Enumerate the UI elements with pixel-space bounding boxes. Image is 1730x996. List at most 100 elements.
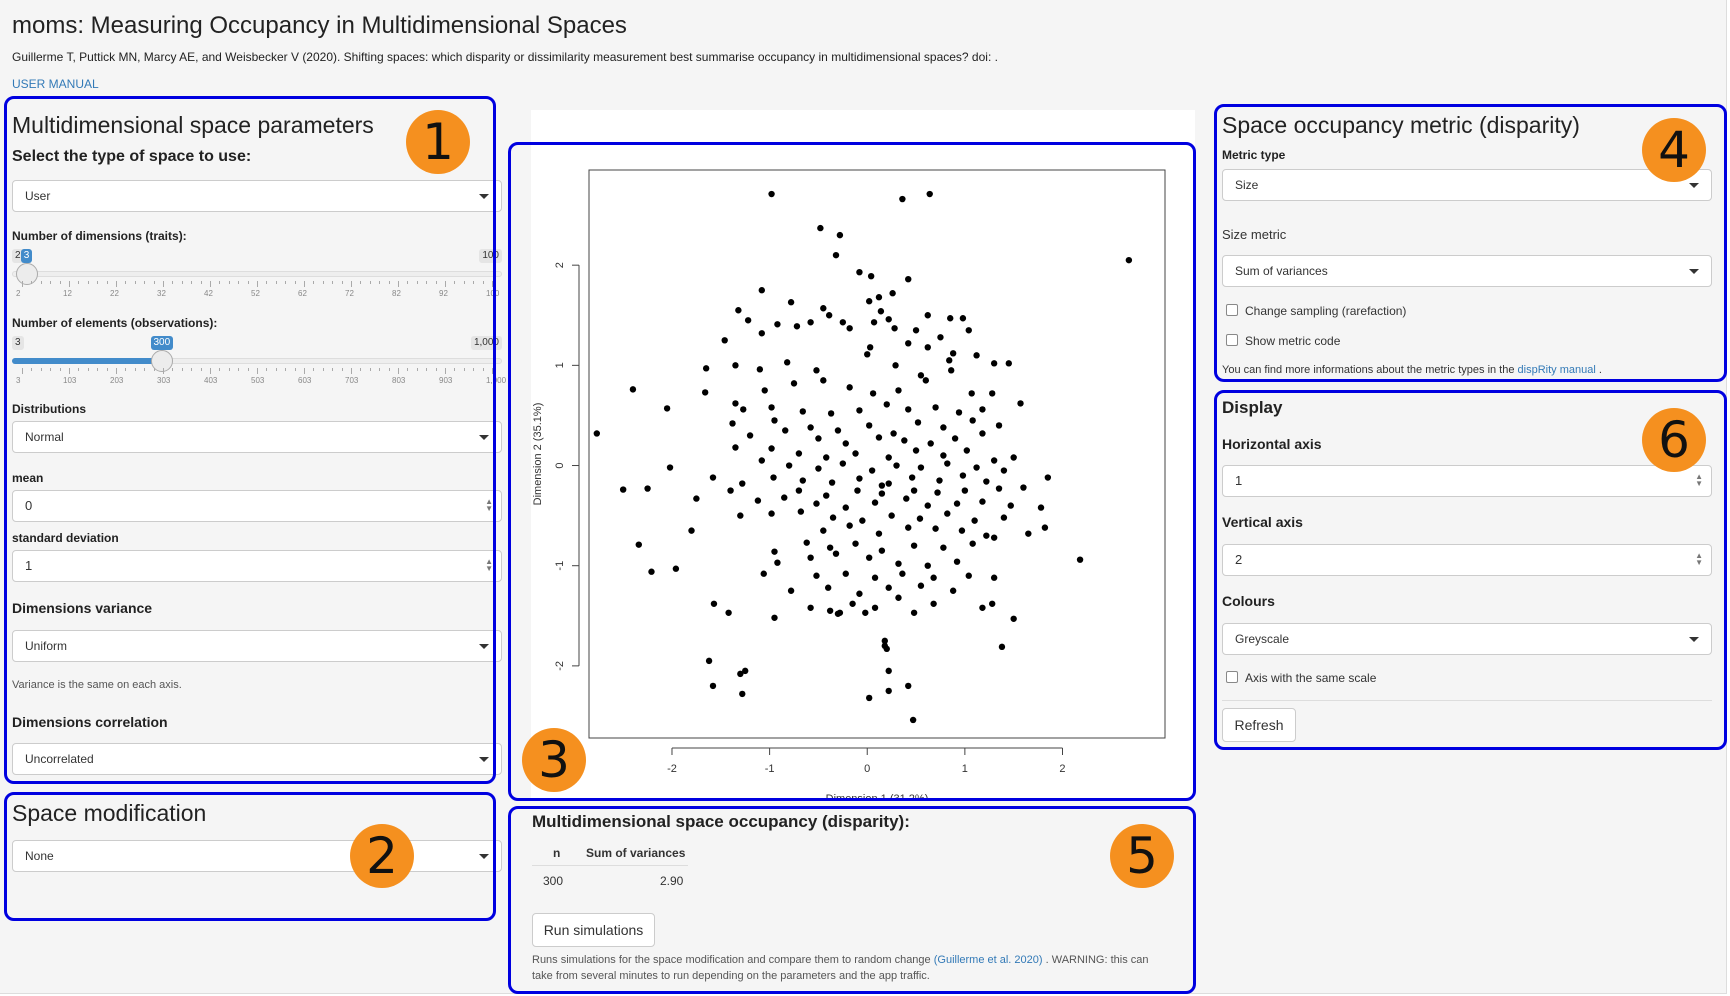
mean-input[interactable]: 0 ▲ ▼	[12, 490, 502, 522]
elems-minor-tick	[341, 368, 343, 371]
space-mod-select[interactable]: None	[12, 840, 502, 872]
data-point	[732, 400, 739, 407]
variance-select[interactable]: Uniform	[12, 630, 502, 662]
data-point	[912, 327, 920, 334]
data-point	[826, 544, 834, 551]
metric-code-checkbox[interactable]: Show metric code	[1226, 334, 1340, 348]
data-point	[1076, 556, 1084, 563]
data-point	[865, 422, 873, 429]
data-point	[951, 435, 959, 442]
badge-2: 2	[350, 824, 414, 888]
data-point	[754, 497, 762, 504]
run-simulations-button[interactable]: Run simulations	[532, 913, 655, 947]
badge-1: 1	[406, 110, 470, 174]
dims-minor-tick	[125, 281, 127, 284]
dims-handle[interactable]	[15, 263, 38, 285]
h-axis-input[interactable]: 1 ▲ ▼	[1222, 465, 1712, 497]
data-point	[820, 527, 827, 534]
data-point	[953, 500, 961, 507]
space-type-select[interactable]: User	[12, 180, 502, 212]
chevron-down-icon	[479, 644, 489, 649]
y-axis-title: Dimension 2 (35.1%)	[532, 403, 544, 506]
data-point	[971, 517, 978, 524]
guillerme-link[interactable]: (Guillerme et al. 2020)	[933, 954, 1043, 966]
sd-input[interactable]: 1 ▲ ▼	[12, 550, 502, 582]
dims-minor-tick	[416, 281, 418, 284]
dims-minor-tick	[379, 281, 381, 284]
data-point	[924, 502, 931, 509]
data-point	[834, 427, 842, 434]
elems-minor-tick	[172, 368, 174, 371]
elems-handle[interactable]	[151, 350, 173, 372]
data-point	[824, 584, 832, 591]
user-manual-link[interactable]: USER MANUAL	[12, 77, 99, 91]
elems-tick-label: 303	[157, 376, 171, 385]
data-point	[846, 384, 853, 391]
stepper-icon[interactable]: ▲ ▼	[485, 497, 493, 513]
data-point	[937, 334, 944, 341]
dims-tick-label: 62	[298, 289, 307, 298]
elems-tick-mark	[69, 368, 70, 374]
same-scale-checkbox[interactable]: Axis with the same scale	[1226, 671, 1376, 685]
dims-minor-tick	[40, 281, 42, 284]
data-point	[969, 417, 976, 424]
checkbox-box[interactable]	[1226, 334, 1238, 346]
data-point	[739, 480, 746, 487]
size-metric-select[interactable]: Sum of variances	[1222, 255, 1712, 287]
dims-tick-label: 12	[63, 289, 72, 298]
data-point	[875, 530, 883, 537]
data-point	[1044, 474, 1052, 481]
data-point	[782, 427, 789, 434]
data-point	[865, 554, 873, 561]
data-point	[829, 514, 837, 521]
data-point	[771, 417, 778, 424]
stepper-icon[interactable]: ▲ ▼	[485, 557, 493, 573]
data-point	[815, 435, 822, 442]
data-point	[965, 327, 972, 334]
metric-help: You can find more informations about the…	[1222, 364, 1602, 376]
space-mod-title: Space modification	[12, 800, 207, 826]
data-point	[889, 290, 896, 297]
data-point	[1000, 514, 1008, 521]
data-point	[803, 539, 810, 546]
dims-slider[interactable]: 2 100 3 2 12 22 32 42 52 62 72 82 92 100	[12, 249, 502, 299]
metric-help-pre: You can find more informations about the…	[1222, 364, 1515, 376]
y-tick-label: 1	[554, 362, 566, 368]
data-point	[871, 499, 879, 506]
checkbox-box[interactable]	[1226, 671, 1238, 683]
elems-minor-tick	[275, 368, 277, 371]
data-point	[832, 251, 840, 259]
elems-minor-tick	[238, 368, 240, 371]
refresh-button[interactable]: Refresh	[1222, 708, 1296, 742]
stepper-icon[interactable]: ▲ ▼	[1695, 551, 1703, 567]
rarefaction-checkbox[interactable]: Change sampling (rarefaction)	[1226, 304, 1406, 318]
elems-minor-tick	[379, 368, 381, 371]
checkbox-box[interactable]	[1226, 304, 1238, 316]
data-point	[813, 572, 820, 579]
dims-track[interactable]	[12, 271, 502, 277]
distributions-select[interactable]: Normal	[12, 421, 502, 453]
elems-tick-mark	[257, 368, 258, 374]
data-point	[875, 434, 883, 441]
stepper-icon[interactable]: ▲ ▼	[1695, 472, 1703, 488]
data-point	[883, 401, 890, 408]
data-point	[827, 410, 835, 417]
correlation-select[interactable]: Uncorrelated	[12, 743, 502, 775]
data-point	[891, 325, 898, 332]
data-point	[932, 404, 939, 411]
v-axis-input[interactable]: 2 ▲ ▼	[1222, 544, 1712, 576]
colours-select[interactable]: Greyscale	[1222, 623, 1712, 655]
disprity-manual-link[interactable]: dispRity manual	[1517, 364, 1596, 376]
metric-title: Space occupancy metric (disparity)	[1222, 112, 1580, 138]
dims-tick-mark	[445, 281, 446, 287]
occupancy-help-line2: take from several minutes to run dependi…	[532, 970, 930, 982]
elems-slider[interactable]: 3 1,000 300 3 103 203 303 403 503 603 703 803 903 1,0…	[12, 336, 506, 386]
metric-type-select[interactable]: Size	[1222, 169, 1712, 201]
elems-tick-label: 703	[345, 376, 359, 385]
dims-minor-tick	[200, 281, 202, 284]
data-point	[949, 587, 957, 594]
data-point	[797, 508, 805, 515]
dims-tick-label: 42	[204, 289, 213, 298]
data-point	[732, 362, 739, 369]
elems-tick-mark	[210, 368, 211, 374]
